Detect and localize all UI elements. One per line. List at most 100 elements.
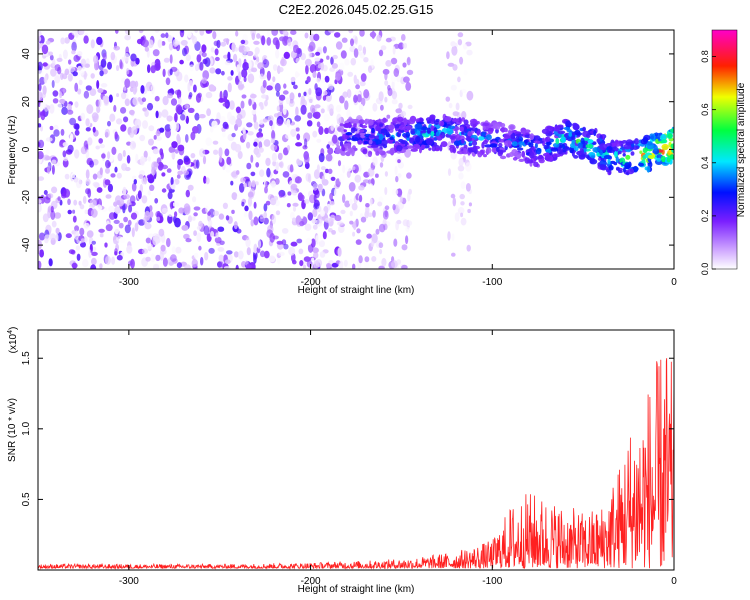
heatmap-noise-cell — [189, 64, 195, 72]
heatmap-signal-cell — [465, 136, 473, 141]
heatmap-noise-cell — [457, 165, 465, 172]
heatmap-noise-cell — [104, 179, 111, 186]
heatmap-noise-cell — [142, 39, 149, 48]
heatmap-noise-cell — [180, 39, 188, 46]
heatmap-noise-cell — [60, 72, 64, 81]
heatmap-noise-cell — [187, 184, 194, 191]
heatmap-noise-cell — [145, 256, 151, 262]
heatmap-noise-cell — [146, 174, 154, 180]
heatmap-noise-cell — [138, 30, 144, 34]
heatmap-noise-cell — [179, 59, 184, 65]
heatmap-noise-cell — [304, 138, 308, 148]
heatmap-noise-cell — [38, 91, 43, 101]
heatmap-signal-cell — [660, 155, 666, 162]
heatmap-noise-cell — [215, 56, 220, 62]
heatmap-noise-cell — [396, 259, 402, 265]
heatmap-noise-cell — [293, 44, 299, 54]
heatmap-noise-cell — [205, 177, 210, 185]
heatmap-noise-cell — [452, 197, 457, 207]
heatmap-noise-cell — [190, 34, 195, 40]
heatmap-noise-cell — [246, 50, 254, 57]
heatmap-noise-cell — [80, 112, 86, 121]
heatmap-noise-cell — [316, 164, 320, 173]
heatmap-noise-cell — [270, 138, 276, 144]
heatmap-ytick-label: 20 — [21, 96, 32, 108]
heatmap-signal-cell — [419, 146, 422, 154]
heatmap-noise-cell — [378, 49, 384, 57]
heatmap-noise-cell — [218, 147, 223, 158]
heatmap-noise-cell — [384, 80, 389, 86]
heatmap-noise-cell — [466, 244, 471, 252]
heatmap-signal-cell — [468, 148, 473, 153]
heatmap-noise-cell — [122, 150, 126, 157]
heatmap-noise-cell — [393, 68, 400, 77]
heatmap-noise-cell — [315, 87, 323, 97]
heatmap-noise-cell — [38, 83, 42, 92]
heatmap-noise-cell — [286, 203, 291, 208]
heatmap-signal-cell — [398, 124, 407, 131]
heatmap-noise-cell — [371, 233, 378, 244]
heatmap-noise-cell — [328, 103, 334, 113]
heatmap-signal-cell — [639, 150, 643, 154]
heatmap-signal-cell — [570, 142, 576, 149]
heatmap-noise-cell — [296, 133, 301, 141]
heatmap-noise-cell — [190, 153, 196, 159]
heatmap-noise-cell — [222, 202, 228, 209]
heatmap-noise-cell — [330, 124, 335, 131]
heatmap-noise-cell — [183, 233, 190, 240]
heatmap-signal-cell — [599, 143, 608, 151]
heatmap-noise-cell — [275, 91, 280, 97]
heatmap-noise-cell — [147, 39, 154, 49]
heatmap-signal-cell — [407, 145, 414, 149]
heatmap-signal-cell — [394, 124, 401, 129]
heatmap-noise-cell — [357, 44, 363, 52]
heatmap-noise-cell — [71, 262, 78, 269]
heatmap-signal-cell — [580, 137, 585, 145]
heatmap-noise-cell — [85, 178, 91, 186]
heatmap-noise-cell — [114, 251, 118, 256]
heatmap-noise-cell — [263, 250, 270, 259]
heatmap-noise-cell — [304, 223, 312, 231]
heatmap-noise-cell — [451, 45, 458, 56]
heatmap-noise-cell — [246, 141, 251, 149]
heatmap-noise-cell — [403, 42, 408, 49]
heatmap-signal-cell — [572, 122, 578, 127]
heatmap-noise-cell — [285, 133, 292, 140]
heatmap-signal-cell — [468, 142, 473, 147]
heatmap-signal-cell — [449, 144, 455, 148]
heatmap-noise-cell — [326, 55, 330, 60]
heatmap-noise-cell — [391, 99, 398, 105]
heatmap-signal-cell — [585, 154, 590, 159]
heatmap-signal-cell — [342, 133, 347, 140]
heatmap-noise-cell — [304, 199, 310, 204]
heatmap-noise-cell — [355, 239, 362, 245]
heatmap-noise-cell — [191, 216, 196, 221]
heatmap-noise-cell — [268, 255, 276, 263]
heatmap-noise-cell — [55, 227, 60, 234]
heatmap-noise-cell — [38, 70, 44, 75]
heatmap-signal-cell — [460, 131, 465, 135]
heatmap-noise-cell — [390, 230, 398, 240]
heatmap-signal-cell — [377, 119, 382, 123]
heatmap-noise-cell — [140, 85, 145, 94]
heatmap-noise-cell — [170, 254, 177, 262]
heatmap-noise-cell — [364, 256, 370, 263]
heatmap-noise-cell — [214, 236, 222, 244]
heatmap-noise-cell — [42, 213, 49, 223]
heatmap-noise-cell — [195, 93, 202, 103]
heatmap-noise-cell — [322, 231, 327, 240]
heatmap-noise-cell — [372, 102, 378, 112]
heatmap-signal-cell — [507, 129, 512, 136]
heatmap-signal-cell — [574, 132, 583, 136]
heatmap-noise-cell — [74, 230, 79, 241]
heatmap-signal-cell — [618, 170, 623, 173]
heatmap-noise-cell — [170, 152, 176, 159]
heatmap-noise-cell — [54, 64, 61, 72]
heatmap-noise-cell — [290, 30, 297, 35]
heatmap-noise-cell — [312, 224, 318, 230]
heatmap-noise-cell — [43, 75, 48, 84]
heatmap-noise-cell — [173, 215, 177, 224]
heatmap-noise-cell — [316, 77, 321, 83]
heatmap-noise-cell — [238, 45, 245, 53]
heatmap-signal-cell — [500, 155, 507, 160]
